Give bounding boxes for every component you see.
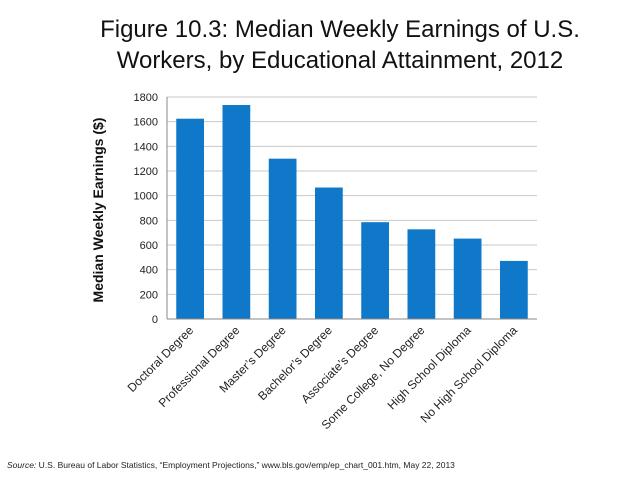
- y-tick-label: 200: [140, 289, 158, 301]
- x-tick-label: High School Diploma: [385, 323, 474, 412]
- y-tick-label: 1800: [134, 92, 158, 104]
- bar: [500, 260, 528, 319]
- y-tick-label: 1000: [134, 191, 158, 203]
- axes: [166, 97, 537, 320]
- y-axis-label: Median Weekly Earnings ($): [90, 118, 106, 303]
- y-tick-label: 1600: [134, 117, 158, 129]
- chart-title-line-1: Figure 10.3: Median Weekly Earnings of U…: [100, 16, 580, 43]
- x-tick-label: No High School Diploma: [418, 323, 521, 426]
- source-note: Source: U.S. Bureau of Labor Statistics,…: [7, 460, 455, 470]
- x-tick-label: Associate’s Degree: [298, 323, 381, 406]
- bar: [268, 158, 297, 319]
- bars: [176, 105, 528, 320]
- source-text: U.S. Bureau of Labor Statistics, “Employ…: [38, 460, 455, 470]
- y-tick-label: 600: [140, 240, 158, 252]
- bar: [361, 222, 389, 319]
- chart-title-line-2: Workers, by Educational Attainment, 2012: [116, 47, 564, 74]
- y-tick-label: 1200: [134, 166, 158, 178]
- bar: [176, 118, 204, 319]
- x-tick-label: Professional Degree: [156, 323, 243, 410]
- bar: [407, 229, 436, 319]
- y-tick-label: 800: [140, 215, 158, 227]
- bar: [315, 187, 343, 319]
- y-tick-label: 0: [152, 314, 158, 326]
- bar: [222, 105, 251, 320]
- source-label: Source:: [7, 460, 37, 470]
- y-tick-labels: 0 200 400 600 800 1000 1200 1400 1600 1800: [134, 92, 158, 326]
- y-tick-label: 400: [140, 265, 158, 277]
- y-tick-label: 1400: [134, 141, 158, 153]
- bar: [453, 238, 482, 319]
- chart-title: Figure 10.3: Median Weekly Earnings of U…: [60, 14, 620, 76]
